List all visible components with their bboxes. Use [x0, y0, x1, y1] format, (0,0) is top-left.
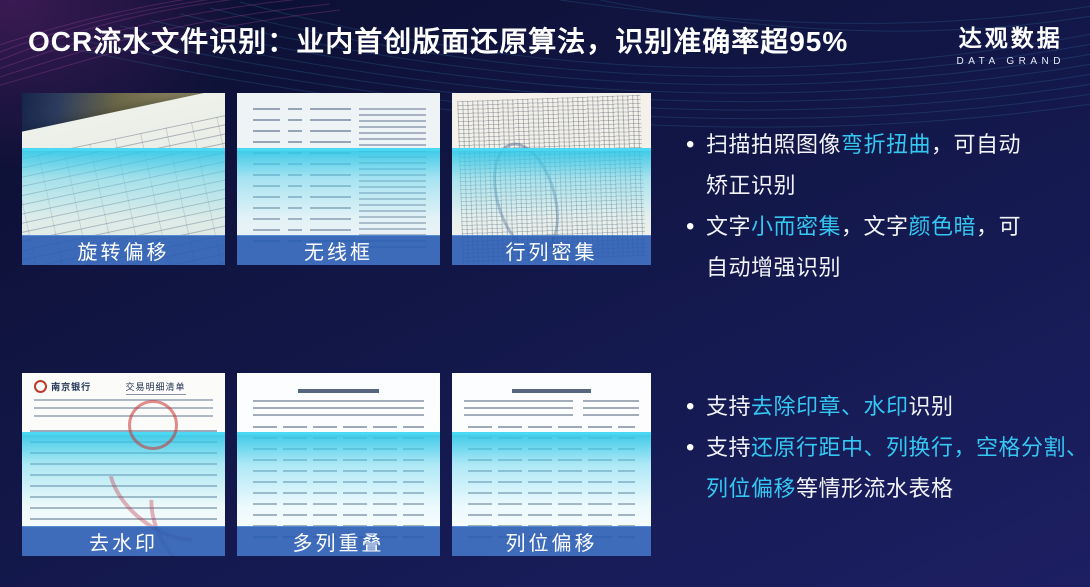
bullet-item: • 扫描拍照图像弯折扭曲，可自动 矫正识别 — [686, 124, 1086, 206]
logo-en-text: DATA GRAND — [956, 56, 1065, 67]
scan-highlight-band — [452, 148, 651, 252]
sample-label-bar: 无线框 — [237, 235, 440, 265]
sample-dense-table-doc: 行列密集 — [452, 93, 651, 265]
sample-shifted-columns-doc: 列位偏移 — [452, 373, 651, 556]
page-title: OCR流水文件识别：业内首创版面还原算法，识别准确率超95% — [28, 26, 849, 57]
bullet-line: 支持去除印章、水印识别 — [706, 394, 954, 419]
bullet-text: 支持去除印章、水印识别 — [706, 386, 1086, 427]
sample-label-bar: 去水印 — [22, 526, 225, 556]
bank-name-header: 南京银行 — [34, 380, 92, 394]
statement-title-line — [297, 389, 380, 394]
scan-highlight-band — [237, 431, 440, 542]
sample-watermarked-doc: 南京银行 交易明细清单 去水印 — [22, 373, 225, 556]
bullet-dot: • — [686, 434, 695, 461]
scan-highlight-band — [237, 148, 440, 252]
sample-overlapping-columns-doc: 多列重叠 — [237, 373, 440, 556]
statement-header-rows — [463, 400, 574, 421]
sample-label-text: 行列密集 — [505, 242, 598, 264]
sample-label-bar: 多列重叠 — [237, 526, 440, 556]
bullet-dot: • — [686, 213, 695, 240]
statement-header-rows — [583, 400, 640, 421]
sample-no-frame-doc: 无线框 — [237, 93, 440, 265]
sample-image-grid: 旋转偏移 无线框 行列密集 南京银行 — [22, 93, 651, 556]
bullet-item: • 支持还原行距中、列换行，空格分割、 列位偏移等情形流水表格 — [686, 427, 1089, 509]
sample-label-bar: 旋转偏移 — [22, 235, 225, 265]
bullet-text: 支持还原行距中、列换行，空格分割、 列位偏移等情形流水表格 — [706, 427, 1089, 509]
bullet-dot: • — [686, 393, 695, 420]
sample-label-bar: 行列密集 — [452, 235, 651, 265]
sample-label-text: 列位偏移 — [505, 533, 598, 555]
bullet-line: 自动增强识别 — [706, 255, 842, 280]
bullet-line: 扫描拍照图像弯折扭曲，可自动 — [706, 132, 1022, 157]
statement-header-rows — [253, 400, 424, 421]
bullet-item: • 文字小而密集，文字颜色暗，可 自动增强识别 — [686, 206, 1086, 288]
scan-highlight-band — [22, 431, 225, 542]
sample-label-text: 旋转偏移 — [77, 242, 170, 264]
bullet-line: 文字小而密集，文字颜色暗，可 — [706, 214, 1022, 239]
bullet-dot: • — [686, 131, 695, 158]
feature-bullets-top: • 扫描拍照图像弯折扭曲，可自动 矫正识别 • 文字小而密集，文字颜色暗，可 自… — [686, 124, 1086, 288]
sample-label-bar: 列位偏移 — [452, 526, 651, 556]
bullet-text: 扫描拍照图像弯折扭曲，可自动 矫正识别 — [706, 124, 1086, 206]
bullet-text: 文字小而密集，文字颜色暗，可 自动增强识别 — [706, 206, 1086, 288]
sample-rotated-photo: 旋转偏移 — [22, 93, 225, 265]
statement-title-text: 交易明细清单 — [125, 380, 186, 396]
bank-logo-icon — [34, 380, 48, 394]
sample-label-text: 无线框 — [304, 242, 373, 264]
red-seal-stamp — [127, 400, 178, 451]
bullet-line: 支持还原行距中、列换行，空格分割、 — [706, 435, 1089, 460]
bullet-line: 矫正识别 — [706, 173, 797, 198]
sample-label-text: 去水印 — [89, 533, 158, 555]
bank-name-text: 南京银行 — [51, 382, 92, 393]
datagrand-logo: 达观数据 DATA GRAND — [956, 19, 1065, 67]
bullet-item: • 支持去除印章、水印识别 — [686, 386, 1086, 427]
statement-header-rows — [34, 398, 213, 423]
scan-highlight-band — [22, 148, 225, 252]
logo-cn-text: 达观数据 — [958, 25, 1063, 51]
feature-bullets-bottom: • 支持去除印章、水印识别 • 支持还原行距中、列换行，空格分割、 列位偏移等情… — [686, 386, 1089, 509]
bullet-line: 列位偏移等情形流水表格 — [706, 476, 954, 501]
sample-label-text: 多列重叠 — [292, 533, 385, 555]
statement-title-line — [511, 389, 592, 394]
scan-highlight-band — [452, 431, 651, 542]
